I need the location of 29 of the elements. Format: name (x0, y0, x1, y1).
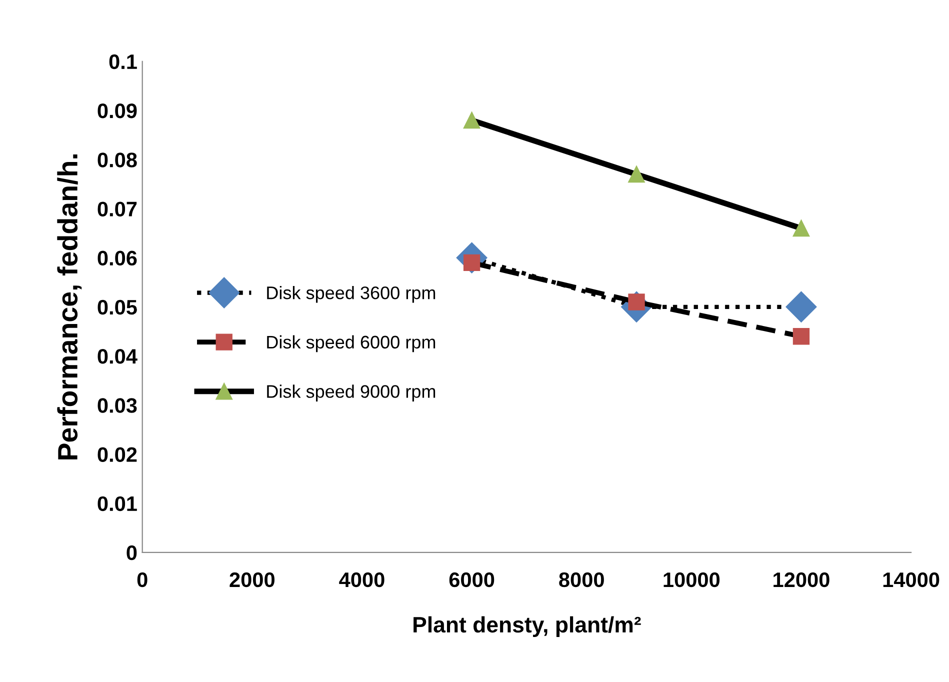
y-tick-label: 0.06 (98, 250, 137, 266)
y-tick-label: 0.02 (98, 447, 137, 462)
y-tick-label: 0.07 (98, 202, 137, 216)
x-tick-label: 4000 (339, 572, 384, 588)
legend-label: Disk speed 3600 rpm (267, 286, 436, 303)
point (463, 112, 480, 129)
x-tick-label: 0 (137, 572, 148, 588)
point (628, 166, 645, 183)
legend-label: Disk speed 6000 rpm (267, 335, 436, 352)
point (786, 291, 817, 322)
x-tick-label: 12000 (774, 572, 830, 588)
x-axis-title: Plant densty, plant/m² (414, 616, 641, 637)
x-tick-label: 14000 (883, 572, 940, 588)
y-tick-label: 0.08 (98, 152, 137, 168)
y-tick-label: 0.1 (109, 54, 137, 70)
y-axis-title: Performance, feddan/h. (57, 154, 82, 460)
x-tick-label: 10000 (664, 572, 720, 588)
y-tick-label: 0.05 (98, 300, 137, 315)
point (792, 328, 810, 345)
y-tick-label: 0.03 (98, 398, 137, 413)
legend-label: Disk speed 9000 rpm (267, 384, 436, 402)
x-tick-label: 6000 (449, 572, 494, 588)
point (792, 220, 810, 237)
y-tick-label: 0 (126, 545, 137, 560)
x-tick-label: 2000 (230, 572, 274, 588)
y-tick-label: 0.01 (98, 496, 137, 512)
y-tick-label: 0.04 (98, 349, 138, 364)
y-tick-label: 0.09 (98, 103, 137, 118)
x-tick-label: 8000 (559, 572, 604, 588)
